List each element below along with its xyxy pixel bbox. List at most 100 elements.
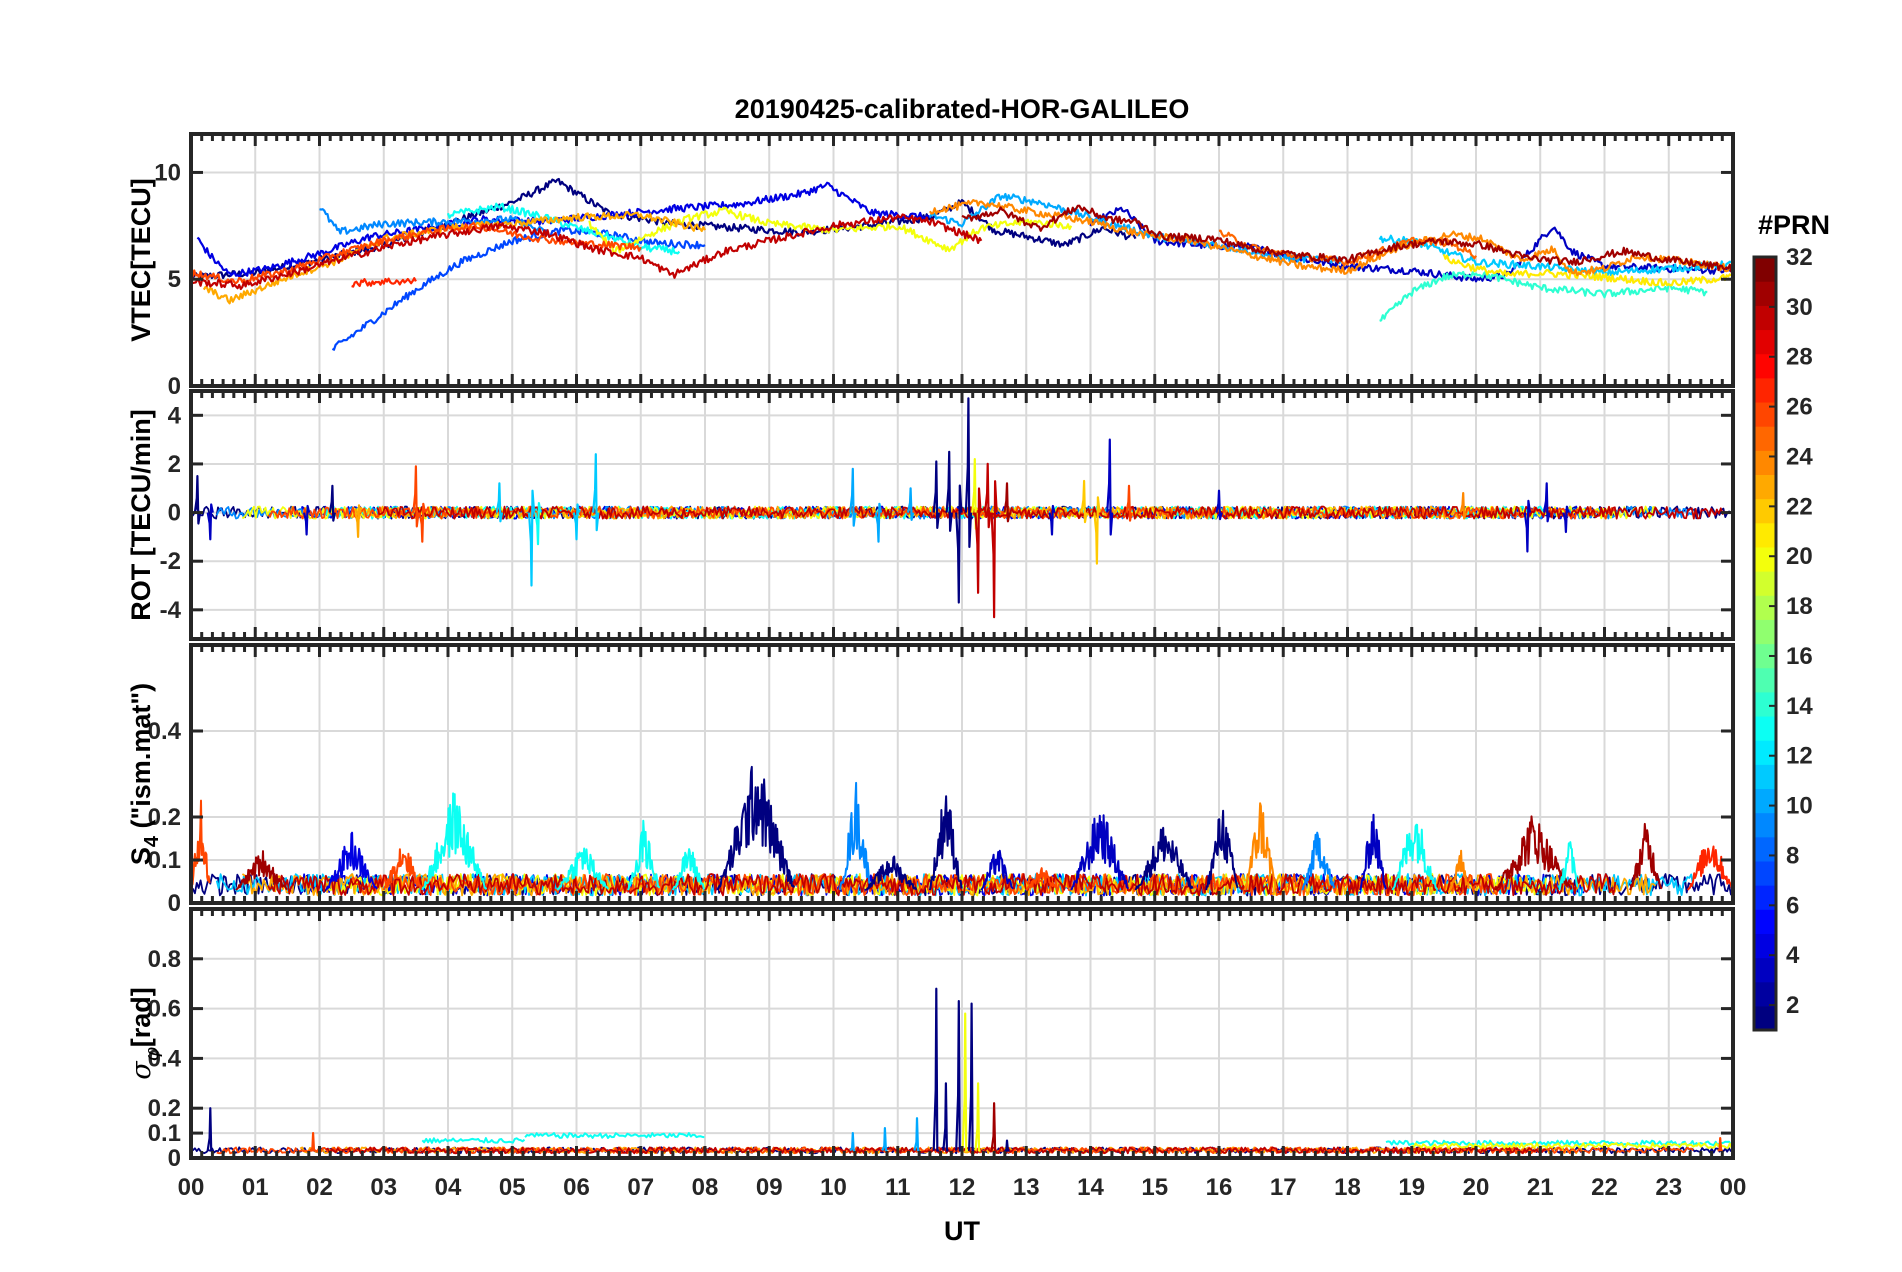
colorbar-swatch [1754, 1005, 1776, 1031]
burst-prn-26 [1025, 867, 1059, 891]
burst-prn-13 [1558, 841, 1579, 891]
x-tick-label: 23 [1655, 1174, 1682, 1201]
x-tick-label: 06 [563, 1174, 590, 1201]
y-tick-label: 0 [168, 373, 181, 400]
burst-prn-3 [1070, 814, 1130, 891]
burst-prn-24 [1243, 802, 1278, 891]
colorbar-tick-label: 26 [1786, 394, 1813, 421]
burst-prn-1 [716, 765, 796, 891]
x-tick-label: 12 [949, 1174, 976, 1201]
colorbar-tick-label: 20 [1786, 543, 1813, 570]
x-tick-label: 11 [885, 1174, 910, 1201]
series-prn-26 [191, 221, 642, 285]
colorbar-swatch [1754, 426, 1776, 451]
spike-prn-11 [527, 489, 536, 587]
colorbar-frame [1752, 255, 1778, 1032]
spike-prn-1 [945, 450, 953, 532]
series-group [191, 397, 1732, 619]
colorbar-swatch [1754, 522, 1776, 548]
y-axis-label: VTEC[TECU] [126, 178, 156, 342]
colorbar-tick-label: 22 [1786, 493, 1813, 520]
colorbar-swatch [1754, 933, 1776, 959]
colorbar-swatch [1754, 595, 1776, 620]
spike-prn-10 [906, 487, 915, 521]
spike-prn-1 [932, 987, 939, 1152]
colorbar-swatch [1754, 257, 1776, 282]
colorbar-title: #PRN [1758, 210, 1830, 240]
baseline-prn-30 [267, 873, 1617, 897]
series-prn-27 [351, 277, 417, 288]
burst-prn-13 [1391, 823, 1439, 891]
spike-prn-1 [964, 397, 973, 548]
x-tick-label: 21 [1527, 1174, 1554, 1201]
x-tick-label: 18 [1334, 1174, 1361, 1201]
plateau-prn-13 [524, 1132, 705, 1139]
y-tick-label: 0.8 [148, 946, 181, 973]
colorbar-tick-label: 12 [1786, 743, 1813, 770]
x-tick-label: 13 [1013, 1174, 1040, 1201]
y-tick-label: 0.1 [148, 847, 181, 874]
colorbar-swatch [1754, 305, 1776, 331]
series-prn-3 [1089, 206, 1733, 283]
burst-prn-1 [928, 795, 963, 891]
colorbar-tick-label: 16 [1786, 643, 1813, 670]
colorbar-swatch [1754, 764, 1776, 790]
colorbar-tick-label: 30 [1786, 294, 1813, 321]
burst-prn-9 [1301, 831, 1336, 891]
series-prn-31 [961, 204, 1733, 273]
panel-rot: -4 -2 0 2 4 ROT [TECU/min] [126, 389, 1735, 641]
x-ticks [189, 645, 1735, 903]
burst-prn-3 [980, 849, 1014, 891]
spike-prn-3 [1543, 482, 1551, 523]
x-ticks [189, 909, 1735, 1158]
spike-prn-26 [412, 465, 420, 528]
spike-prn-24 [1459, 492, 1467, 520]
colorbar-swatch [1754, 619, 1776, 645]
burst-prn-31 [1629, 822, 1663, 891]
colorbar-swatch [1754, 281, 1776, 306]
x-tick-label: 15 [1141, 1174, 1168, 1201]
spike-prn-31 [1003, 482, 1011, 523]
colorbar-swatch [1754, 377, 1776, 403]
colorbar-swatch [1754, 353, 1776, 379]
spike-prn-26 [309, 1132, 316, 1152]
burst-prn-13 [627, 819, 661, 891]
spike-prn-11 [572, 503, 581, 541]
spike-prn-23 [354, 504, 362, 538]
series-prn-14 [1379, 270, 1708, 322]
y-tick-label: 0.2 [148, 1095, 181, 1122]
series-prn-9 [319, 208, 546, 235]
colorbar-swatch [1754, 643, 1776, 669]
colorbar-swatch [1754, 571, 1776, 596]
spike-prn-11 [495, 482, 504, 523]
burst-prn-27 [1687, 845, 1733, 891]
burst-prn-26 [191, 799, 211, 891]
x-tick-label: 09 [756, 1174, 783, 1201]
y-tick-label: 0.1 [148, 1120, 181, 1147]
series-prn-4 [196, 181, 931, 278]
y-axis-label: S4 ("ism.mat") [126, 683, 163, 865]
spike-prn-20 [974, 1082, 981, 1152]
grid [190, 645, 1734, 904]
plateau-prn-20 [1411, 1142, 1733, 1149]
x-tick-label: 07 [627, 1174, 654, 1201]
spike-prn-10 [881, 1127, 888, 1152]
spike-prn-26 [1125, 484, 1133, 522]
burst-prn-4 [325, 831, 378, 891]
plateau-prn-13 [1385, 1139, 1732, 1147]
spike-prn-1 [955, 484, 963, 604]
colorbar-swatch [1754, 401, 1776, 427]
spike-prn-20 [961, 1012, 968, 1152]
spike-prn-11 [592, 453, 600, 532]
burst-prn-31 [235, 850, 288, 891]
spike-prn-3 [1562, 505, 1570, 534]
y-tick-label: 4 [168, 402, 182, 429]
y-axis-label: ROT [TECU/min] [126, 409, 156, 620]
burst-prn-13 [556, 847, 609, 891]
spike-prn-3 [206, 503, 214, 541]
colorbar-swatch [1754, 498, 1776, 524]
colorbar-tick-label: 4 [1786, 942, 1800, 969]
